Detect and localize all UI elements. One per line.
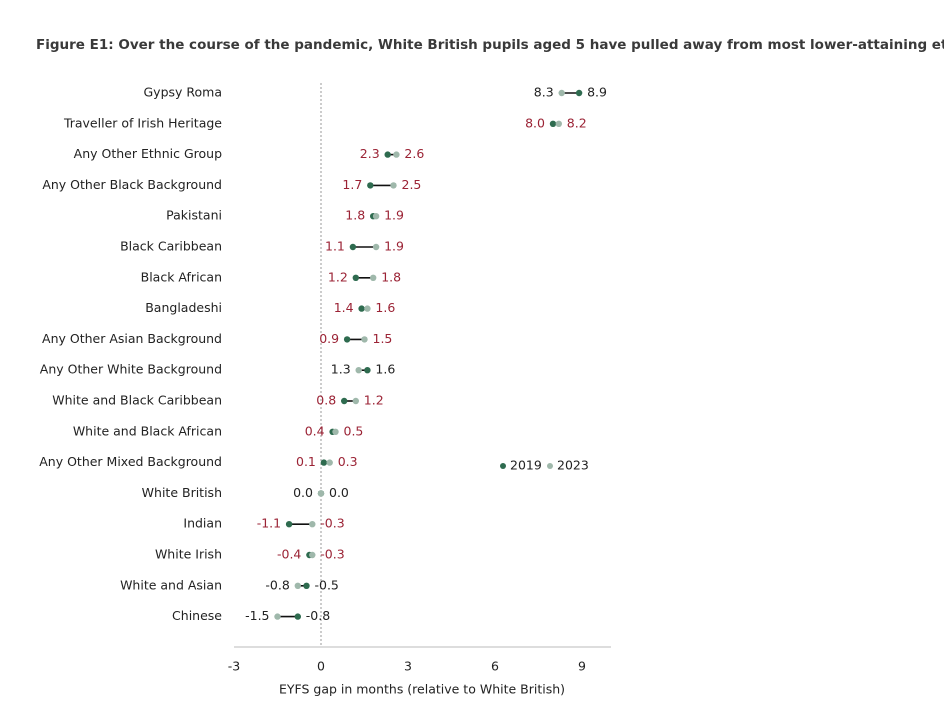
dot	[349, 243, 357, 251]
value-label: 0.9	[319, 331, 339, 346]
dot	[367, 182, 374, 189]
value-label: 0.0	[329, 485, 349, 500]
category-label: White and Black Caribbean	[52, 393, 222, 408]
dot	[326, 459, 333, 466]
dot	[361, 336, 368, 343]
dot	[364, 367, 371, 374]
value-label: 8.0	[525, 115, 545, 130]
legend-marker	[500, 463, 506, 469]
x-tick-label: 0	[317, 659, 325, 674]
dot	[370, 274, 377, 281]
value-label: -0.3	[320, 516, 344, 531]
category-label: Pakistani	[166, 208, 222, 223]
value-label: 0.0	[293, 485, 313, 500]
legend-label: 2023	[557, 458, 589, 473]
category-label: Any Other White Background	[40, 362, 222, 377]
x-tick-label: 9	[578, 659, 586, 674]
value-label: 2.3	[360, 146, 380, 161]
x-tick-label: -3	[228, 659, 240, 674]
dot	[390, 182, 397, 189]
dot	[285, 521, 293, 528]
category-label: Black Caribbean	[120, 239, 222, 254]
dot	[294, 613, 301, 620]
dot	[309, 551, 316, 559]
value-label: 0.3	[338, 454, 358, 469]
value-label: 0.1	[296, 454, 316, 469]
value-label: 1.5	[373, 331, 393, 346]
value-label: 0.5	[344, 423, 364, 438]
dot	[355, 367, 362, 374]
value-label: 1.8	[345, 208, 365, 223]
value-label: -0.5	[315, 577, 339, 592]
dot	[393, 151, 400, 158]
dot	[274, 613, 281, 620]
value-label: 1.3	[331, 362, 351, 377]
category-label: Any Other Black Background	[42, 177, 222, 192]
dot	[320, 459, 328, 466]
dot	[309, 521, 316, 528]
value-label: 8.3	[534, 85, 554, 100]
dot	[384, 151, 391, 158]
value-label: 1.6	[375, 300, 395, 315]
value-label: 0.8	[316, 393, 336, 408]
x-tick-label: 3	[404, 659, 412, 674]
value-label: -0.8	[265, 577, 289, 592]
value-label: -1.1	[257, 516, 281, 531]
value-label: -0.3	[320, 547, 344, 562]
dot	[343, 336, 351, 343]
value-label: 2.5	[402, 177, 422, 192]
value-label: 1.9	[384, 239, 404, 254]
value-label: 1.6	[375, 362, 395, 377]
value-label: 1.8	[381, 269, 401, 284]
category-label: White British	[142, 485, 222, 500]
legend-marker	[547, 463, 553, 469]
value-label: -1.5	[245, 608, 269, 623]
category-label: Any Other Ethnic Group	[74, 146, 222, 161]
value-label: -0.4	[277, 547, 301, 562]
category-label: Black African	[141, 269, 222, 284]
dot	[575, 89, 583, 97]
value-label: 1.4	[334, 300, 354, 315]
value-label: 1.9	[384, 208, 404, 223]
category-label: Gypsy Roma	[143, 85, 222, 100]
value-label: 1.1	[325, 239, 345, 254]
category-label: Bangladeshi	[145, 300, 222, 315]
category-label: Indian	[183, 516, 222, 531]
dot	[303, 582, 310, 589]
dot	[364, 305, 371, 312]
value-label: 0.4	[305, 423, 325, 438]
dot	[372, 213, 380, 220]
category-label: Chinese	[172, 608, 222, 623]
value-label: -0.8	[306, 608, 330, 623]
value-label: 2.6	[404, 146, 424, 161]
value-label: 8.9	[587, 85, 607, 100]
dot	[352, 397, 359, 405]
dot	[555, 120, 562, 128]
chart-title: Figure E1: Over the course of the pandem…	[36, 37, 944, 53]
value-label: 1.2	[328, 269, 348, 284]
dot	[317, 490, 325, 497]
x-axis-title: EYFS gap in months (relative to White Br…	[279, 682, 565, 697]
category-label: Any Other Mixed Background	[39, 454, 222, 469]
dot	[558, 89, 565, 97]
dot	[332, 428, 339, 435]
dot	[341, 397, 348, 405]
dot	[352, 274, 359, 281]
category-label: White Irish	[155, 547, 222, 562]
category-label: Traveller of Irish Heritage	[63, 115, 222, 130]
dot	[549, 120, 557, 128]
x-tick-label: 6	[491, 659, 499, 674]
dot	[358, 305, 365, 312]
category-label: White and Asian	[120, 577, 222, 592]
category-label: White and Black African	[73, 423, 222, 438]
value-label: 8.2	[567, 115, 587, 130]
legend-label: 2019	[510, 458, 542, 473]
value-label: 1.7	[342, 177, 362, 192]
dot	[372, 243, 380, 251]
value-label: 1.2	[364, 393, 384, 408]
category-label: Any Other Asian Background	[42, 331, 222, 346]
dot	[294, 582, 301, 589]
